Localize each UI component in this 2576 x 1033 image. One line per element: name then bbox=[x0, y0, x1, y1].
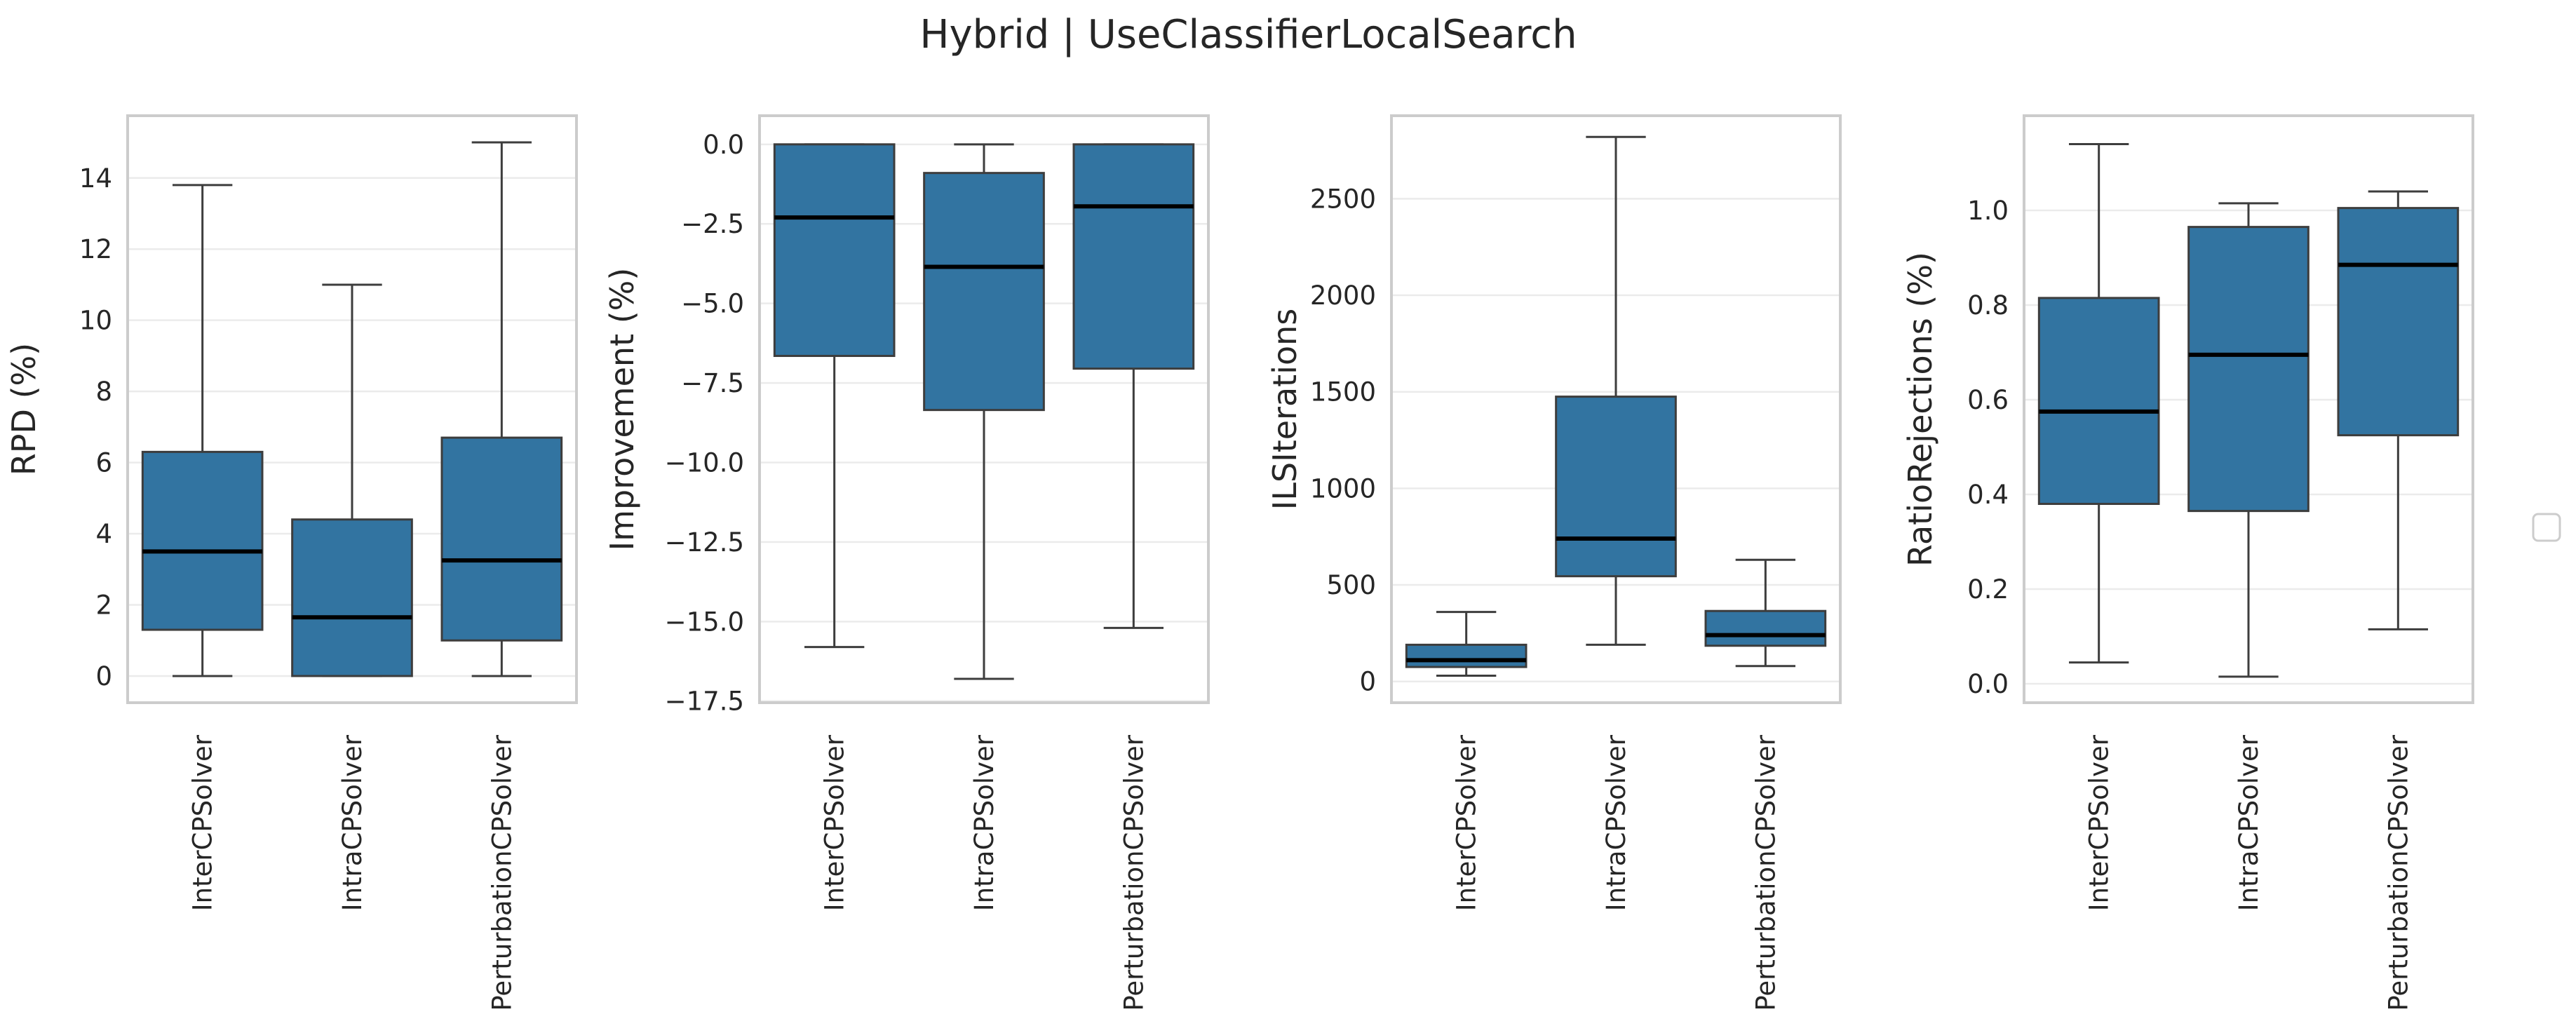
box-iqr bbox=[2337, 207, 2460, 437]
y-tick-label: 4 bbox=[95, 519, 112, 549]
subplot-1: 0 2 4 6 8 10 12 14 RPD (%) InterCPSolver IntraCPSo… bbox=[5, 114, 578, 1011]
y-tick-label: −15.0 bbox=[665, 607, 744, 637]
box-iqr bbox=[923, 172, 1045, 412]
x-tick-label: IntraCPSolver bbox=[2234, 734, 2264, 911]
box-iqr bbox=[773, 143, 896, 358]
empty-legend-box bbox=[2532, 513, 2561, 542]
y-tick-label: 0.8 bbox=[1967, 290, 2009, 320]
box-iqr bbox=[141, 450, 264, 631]
box-PerturbationCPSolver bbox=[440, 141, 563, 677]
y-axis-label: RPD (%) bbox=[5, 343, 43, 475]
y-tick-label: 2000 bbox=[1310, 281, 1376, 311]
box-iqr bbox=[1072, 143, 1195, 370]
y-tick-label: 14 bbox=[79, 163, 112, 194]
y-tick-label: 1.0 bbox=[1967, 196, 2009, 226]
y-tick-label: −5.0 bbox=[681, 289, 744, 319]
x-tick-label: IntraCPSolver bbox=[1601, 734, 1631, 911]
axes-frame bbox=[1390, 114, 1842, 704]
y-tick-label: 1500 bbox=[1310, 377, 1376, 407]
box-PerturbationCPSolver bbox=[1704, 558, 1827, 668]
y-tick-label: 0 bbox=[1359, 667, 1376, 697]
x-tick-label: InterCPSolver bbox=[1452, 734, 1482, 911]
box-InterCPSolver bbox=[141, 184, 264, 677]
y-tick-label: 1000 bbox=[1310, 473, 1376, 504]
subplot-4: 0.0 0.2 0.4 0.6 0.8 1.0 RatioRejections (%) Int… bbox=[1901, 114, 2474, 1011]
y-tick-label: 0.0 bbox=[703, 130, 744, 160]
box-iqr bbox=[2037, 297, 2160, 505]
x-tick-label: IntraCPSolver bbox=[337, 734, 367, 911]
box-InterCPSolver bbox=[2037, 143, 2160, 664]
box-iqr bbox=[440, 436, 563, 642]
subplots: 0 2 4 6 8 10 12 14 RPD (%) InterCPSolver IntraCPSo… bbox=[5, 114, 2474, 1011]
y-tick-label: 0.2 bbox=[1967, 574, 2009, 605]
y-tick-label: 12 bbox=[79, 234, 112, 264]
y-tick-label: 2 bbox=[95, 590, 112, 621]
y-tick-label: 0.6 bbox=[1967, 385, 2009, 415]
y-tick-label: 0 bbox=[95, 661, 112, 691]
axes-frame bbox=[2023, 114, 2474, 704]
y-axis-label: RatioRejections (%) bbox=[1901, 252, 1939, 567]
y-tick-label: 500 bbox=[1326, 570, 1376, 600]
y-tick-label: 10 bbox=[79, 306, 112, 336]
box-iqr bbox=[1405, 643, 1528, 668]
y-tick-label: −12.5 bbox=[665, 527, 744, 558]
box-IntraCPSolver bbox=[923, 143, 1045, 680]
box-iqr bbox=[1555, 396, 1677, 578]
y-axis-label: ILSIterations bbox=[1266, 309, 1304, 510]
y-axis-label: Improvement (%) bbox=[603, 268, 641, 551]
box-IntraCPSolver bbox=[2187, 202, 2309, 678]
x-tick-label: InterCPSolver bbox=[820, 734, 850, 911]
box-InterCPSolver bbox=[1405, 611, 1528, 677]
y-tick-label: −2.5 bbox=[681, 209, 744, 239]
y-tick-label: 6 bbox=[95, 448, 112, 478]
y-tick-label: 2500 bbox=[1310, 184, 1376, 214]
x-tick-label: PerturbationCPSolver bbox=[2383, 734, 2413, 1011]
x-tick-label: PerturbationCPSolver bbox=[1751, 734, 1781, 1011]
figure-title: Hybrid | UseClassifierLocalSearch bbox=[919, 12, 1577, 58]
box-iqr bbox=[2187, 226, 2309, 513]
axes-frame bbox=[126, 114, 578, 704]
y-tick-label: −17.5 bbox=[665, 687, 744, 717]
box-iqr bbox=[291, 518, 413, 677]
x-tick-label: InterCPSolver bbox=[188, 734, 218, 911]
x-tick-label: PerturbationCPSolver bbox=[487, 734, 517, 1011]
box-PerturbationCPSolver bbox=[1072, 143, 1195, 629]
box-iqr bbox=[1704, 609, 1827, 647]
y-tick-label: −7.5 bbox=[681, 368, 744, 398]
x-tick-label: PerturbationCPSolver bbox=[1119, 734, 1149, 1011]
axes-frame bbox=[758, 114, 1210, 704]
box-PerturbationCPSolver bbox=[2337, 190, 2460, 630]
y-tick-label: 8 bbox=[95, 377, 112, 407]
x-tick-label: InterCPSolver bbox=[2084, 734, 2115, 911]
subplot-3: 0 500 1000 1500 2000 2500 ILSIterations InterCP… bbox=[1266, 114, 1842, 1011]
box-IntraCPSolver bbox=[291, 283, 413, 677]
box-IntraCPSolver bbox=[1555, 135, 1677, 646]
subplot-2: 0.0 −2.5 −5.0 −7.5 −10.0 −12.5 −15.0 −17.5 Impro… bbox=[603, 114, 1210, 1011]
y-tick-label: 0.4 bbox=[1967, 480, 2009, 510]
y-tick-label: 0.0 bbox=[1967, 669, 2009, 699]
x-tick-label: IntraCPSolver bbox=[969, 734, 999, 911]
y-tick-label: −10.0 bbox=[665, 447, 744, 478]
box-InterCPSolver bbox=[773, 143, 896, 649]
